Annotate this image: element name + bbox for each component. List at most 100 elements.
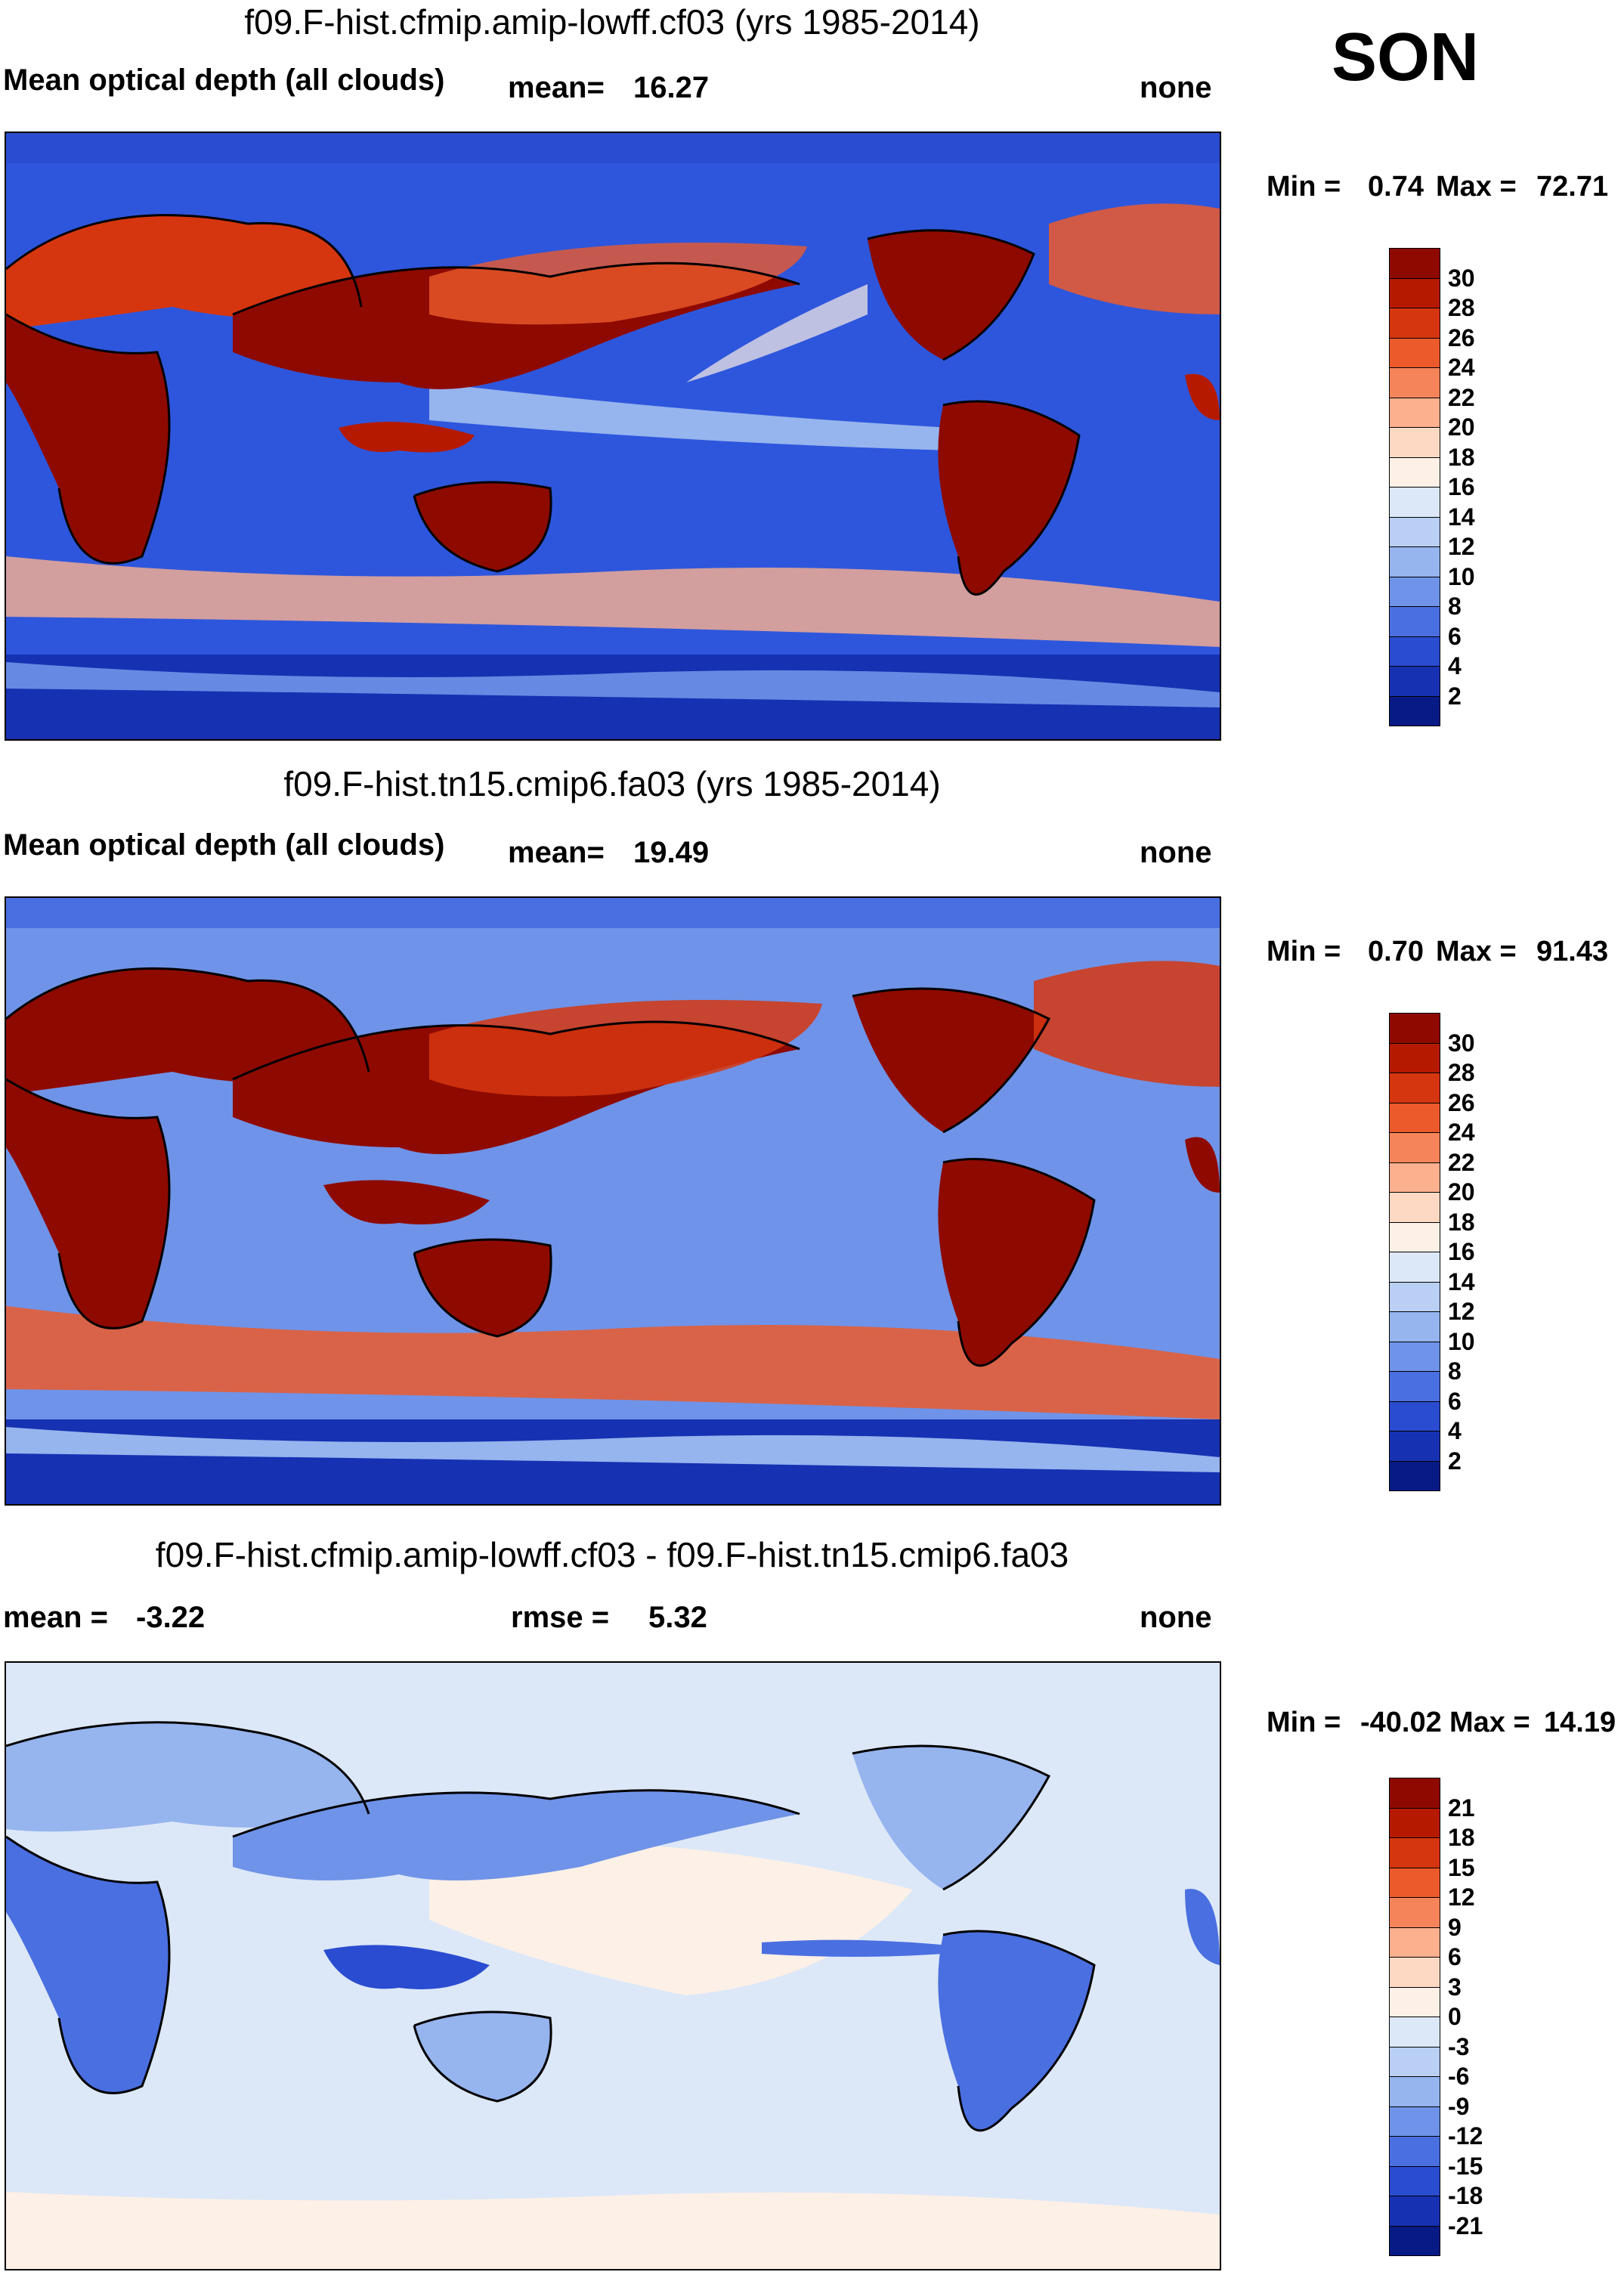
colorbar-tick-label: 9 — [1448, 1913, 1462, 1941]
panel-1-colorbar: 30 28 26 24 22 20 18 16 14 12 10 8 6 4 2 — [1389, 248, 1540, 726]
panel-3-max-value: 14.19 — [1544, 1707, 1616, 1738]
panel-1-map — [5, 132, 1221, 741]
colorbar-tick-label: 16 — [1448, 1238, 1475, 1265]
colorbar-swatch — [1389, 2165, 1440, 2196]
colorbar-tick-label: 6 — [1448, 1943, 1462, 1970]
colorbar-tick-label: 18 — [1448, 443, 1475, 471]
colorbar-tick-label: 0 — [1448, 2003, 1462, 2030]
itcz-neg — [762, 1939, 988, 1957]
colorbar-tick-label: 28 — [1448, 294, 1475, 321]
panel-3-mean-value: -3.22 — [136, 1601, 206, 1634]
panel-1-map-svg — [6, 133, 1220, 739]
colorbar-tick-label: -3 — [1448, 2032, 1470, 2060]
panel-1-variable-label: Mean optical depth (all clouds) — [3, 63, 445, 97]
colorbar-swatch — [1389, 1986, 1440, 2017]
pacific-near-zero — [429, 1841, 913, 1995]
colorbar-swatch — [1389, 367, 1440, 398]
panel-2-title: f09.F-hist.tn15.cmip6.fa03 (yrs 1985-201… — [283, 764, 941, 803]
north-pacific-cloud — [429, 1000, 822, 1097]
colorbar-swatch — [1389, 1311, 1440, 1342]
colorbar-tick-label: -18 — [1448, 2182, 1483, 2209]
storm-track-band — [6, 556, 1220, 647]
colorbar-tick-label: 10 — [1448, 562, 1475, 590]
colorbar-tick-label: 22 — [1448, 383, 1475, 411]
colorbar-swatch — [1389, 248, 1440, 279]
panel-3-map-svg — [6, 1663, 1220, 2269]
colorbar-tick-label: 6 — [1448, 622, 1462, 650]
storm-track-band — [6, 1306, 1220, 1419]
panel-1-mean-value: 16.27 — [633, 71, 710, 104]
coastlines — [6, 214, 1081, 596]
colorbar-swatch — [1389, 397, 1440, 428]
colorbar-swatch — [1389, 1192, 1440, 1223]
panel-2-min-value: 0.70 — [1368, 936, 1424, 967]
colorbar-tick-label: 8 — [1448, 1357, 1462, 1385]
panel-1-mean-label: mean= — [508, 71, 605, 104]
africa-neg — [6, 1837, 169, 2094]
africa-land — [6, 1079, 169, 1329]
colorbar-tick-label: 21 — [1448, 1794, 1475, 1822]
panel-2-map — [5, 896, 1221, 1506]
colorbar-swatch — [1389, 1341, 1440, 1372]
north-america-neg — [852, 1746, 1049, 1890]
colorbar-swatch — [1389, 1162, 1440, 1193]
colorbar-tick-label: 28 — [1448, 1059, 1475, 1086]
panel-3-rmse-label: rmse = — [511, 1601, 610, 1634]
colorbar-swatch — [1389, 1013, 1440, 1044]
colorbar-swatch — [1389, 1401, 1440, 1432]
colorbar-tick-label: 18 — [1448, 1208, 1475, 1236]
maritime-continent — [323, 1180, 490, 1224]
north-pacific-cloud — [429, 243, 807, 325]
colorbar-tick-label: 12 — [1448, 1298, 1475, 1325]
colorbar-tick-label: -21 — [1448, 2212, 1483, 2239]
colorbar-tick-label: -15 — [1448, 2152, 1483, 2180]
colorbar-swatch — [1389, 427, 1440, 458]
coastlines — [6, 967, 1096, 1367]
colorbar-tick-label: 20 — [1448, 413, 1475, 441]
panel-2-max-value: 91.43 — [1536, 936, 1609, 967]
colorbar-swatch — [1389, 2196, 1440, 2227]
colorbar-swatch — [1389, 2017, 1440, 2048]
colorbar-tick-label: 16 — [1448, 473, 1475, 500]
colorbar-swatch — [1389, 1927, 1440, 1958]
panel-3-colorbar: 21 18 15 12 9 6 3 0 -3 -6 -9 -12 -15 -18 -21 — [1389, 1778, 1540, 2256]
colorbar-swatch — [1389, 337, 1440, 368]
colorbar-tick-label: 18 — [1448, 1824, 1475, 1851]
panel-2-mean-value: 19.49 — [633, 836, 710, 869]
southern-band — [6, 1427, 1220, 1472]
colorbar-swatch — [1389, 636, 1440, 667]
colorbar-tick-label: 26 — [1448, 1088, 1475, 1116]
maritime-neg — [323, 1945, 490, 1989]
southern-band — [6, 662, 1220, 707]
colorbar-swatch — [1389, 277, 1440, 308]
east-edge-neg — [1185, 1889, 1220, 1965]
colorbar-swatch — [1389, 546, 1440, 577]
colorbar-tick-label: 8 — [1448, 593, 1462, 620]
colorbar-swatch — [1389, 666, 1440, 697]
colorbar-swatch — [1389, 1431, 1440, 1462]
colorbar-tick-label: 30 — [1448, 1029, 1475, 1057]
panel-1-title: f09.F-hist.cfmip.amip-lowff.cf03 (yrs 19… — [244, 2, 980, 42]
east-edge-cloud — [1185, 1137, 1220, 1193]
south-america-neg — [938, 1931, 1094, 2131]
colorbar-tick-label: 30 — [1448, 264, 1475, 292]
panel-3-mean-label: mean = — [3, 1601, 108, 1634]
colorbar-tick-label: 14 — [1448, 503, 1475, 531]
panel-1-units-label: none — [1140, 71, 1212, 104]
panel-3-min-label: Min = — [1267, 1707, 1341, 1738]
colorbar-swatch — [1389, 2106, 1440, 2137]
maritime-continent — [339, 422, 475, 453]
panel-2-min-label: Min = — [1267, 936, 1341, 967]
south-america-land — [938, 1159, 1094, 1366]
africa-land — [6, 314, 169, 564]
colorbar-tick-label: 3 — [1448, 1973, 1462, 2001]
colorbar-swatch — [1389, 1957, 1440, 1988]
colorbar-tick-label: 22 — [1448, 1148, 1475, 1176]
panel-3-map — [5, 1661, 1221, 2270]
colorbar-swatch — [1389, 695, 1440, 726]
panel-3-max-label: Max = — [1449, 1707, 1530, 1738]
colorbar-tick-label: 2 — [1448, 682, 1462, 710]
colorbar-swatch — [1389, 1072, 1440, 1103]
arctic-band — [6, 133, 1220, 163]
panel-1-min-label: Min = — [1267, 171, 1341, 203]
